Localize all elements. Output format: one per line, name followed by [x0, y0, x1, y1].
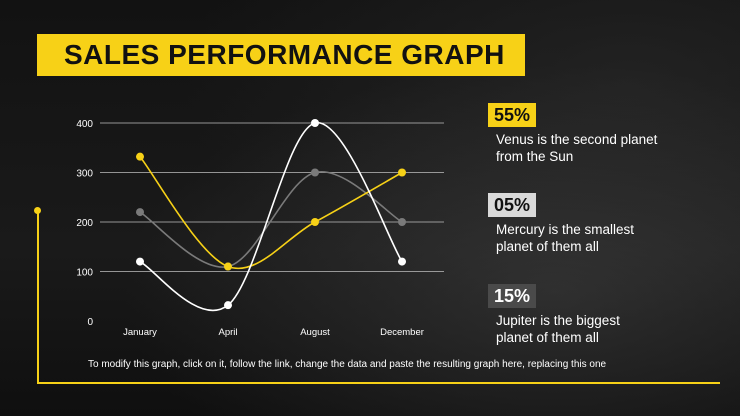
y-tick-label: 300: [76, 169, 93, 180]
y-tick-label: 200: [76, 218, 93, 229]
stat-mercury: 05% Mercury is the smallest planet of th…: [488, 193, 696, 255]
stat-text-jupiter-line1: Jupiter is the biggest: [496, 313, 620, 328]
stat-text-mercury-line2: planet of them all: [496, 239, 599, 254]
data-point: [224, 301, 232, 310]
data-point: [136, 152, 144, 161]
stat-text-venus-line2: from the Sun: [496, 149, 574, 164]
stat-value-mercury: 05%: [488, 193, 537, 217]
frame-line-left: [37, 210, 39, 383]
y-tick-label: 0: [87, 317, 93, 328]
frame-line-bottom: [37, 382, 720, 384]
data-point: [398, 257, 406, 266]
data-point: [224, 262, 232, 271]
slide-title: SALES PERFORMANCE GRAPH: [64, 39, 505, 70]
data-point: [311, 168, 319, 177]
x-tick-label: January: [123, 327, 157, 338]
y-tick-label: 400: [76, 119, 93, 130]
stat-text-venus-line1: Venus is the second planet: [496, 132, 658, 147]
data-point: [136, 208, 144, 217]
data-point: [311, 218, 319, 226]
y-tick-label: 100: [76, 268, 93, 279]
title-bar: [37, 34, 525, 76]
data-point: [398, 168, 406, 177]
stat-text-jupiter-line2: planet of them all: [496, 330, 599, 345]
stat-jupiter: 15% Jupiter is the biggest planet of the…: [488, 284, 696, 346]
x-tick-label: April: [218, 327, 237, 338]
series-line-1: [139, 170, 403, 268]
frame-dot: [34, 207, 41, 214]
stat-value-venus: 55%: [488, 103, 537, 127]
x-tick-label: December: [380, 327, 424, 338]
stat-venus: 55% Venus is the second planet from the …: [488, 103, 696, 165]
series-line-2: [139, 156, 403, 270]
data-point: [136, 257, 144, 266]
data-point: [311, 119, 319, 127]
series-line-3: [139, 122, 403, 312]
stat-text-mercury-line1: Mercury is the smallest: [496, 222, 635, 237]
x-tick-label: August: [300, 327, 330, 338]
footnote: To modify this graph, click on it, follo…: [88, 359, 607, 370]
stat-value-jupiter: 15%: [488, 284, 537, 308]
data-point: [398, 218, 406, 226]
